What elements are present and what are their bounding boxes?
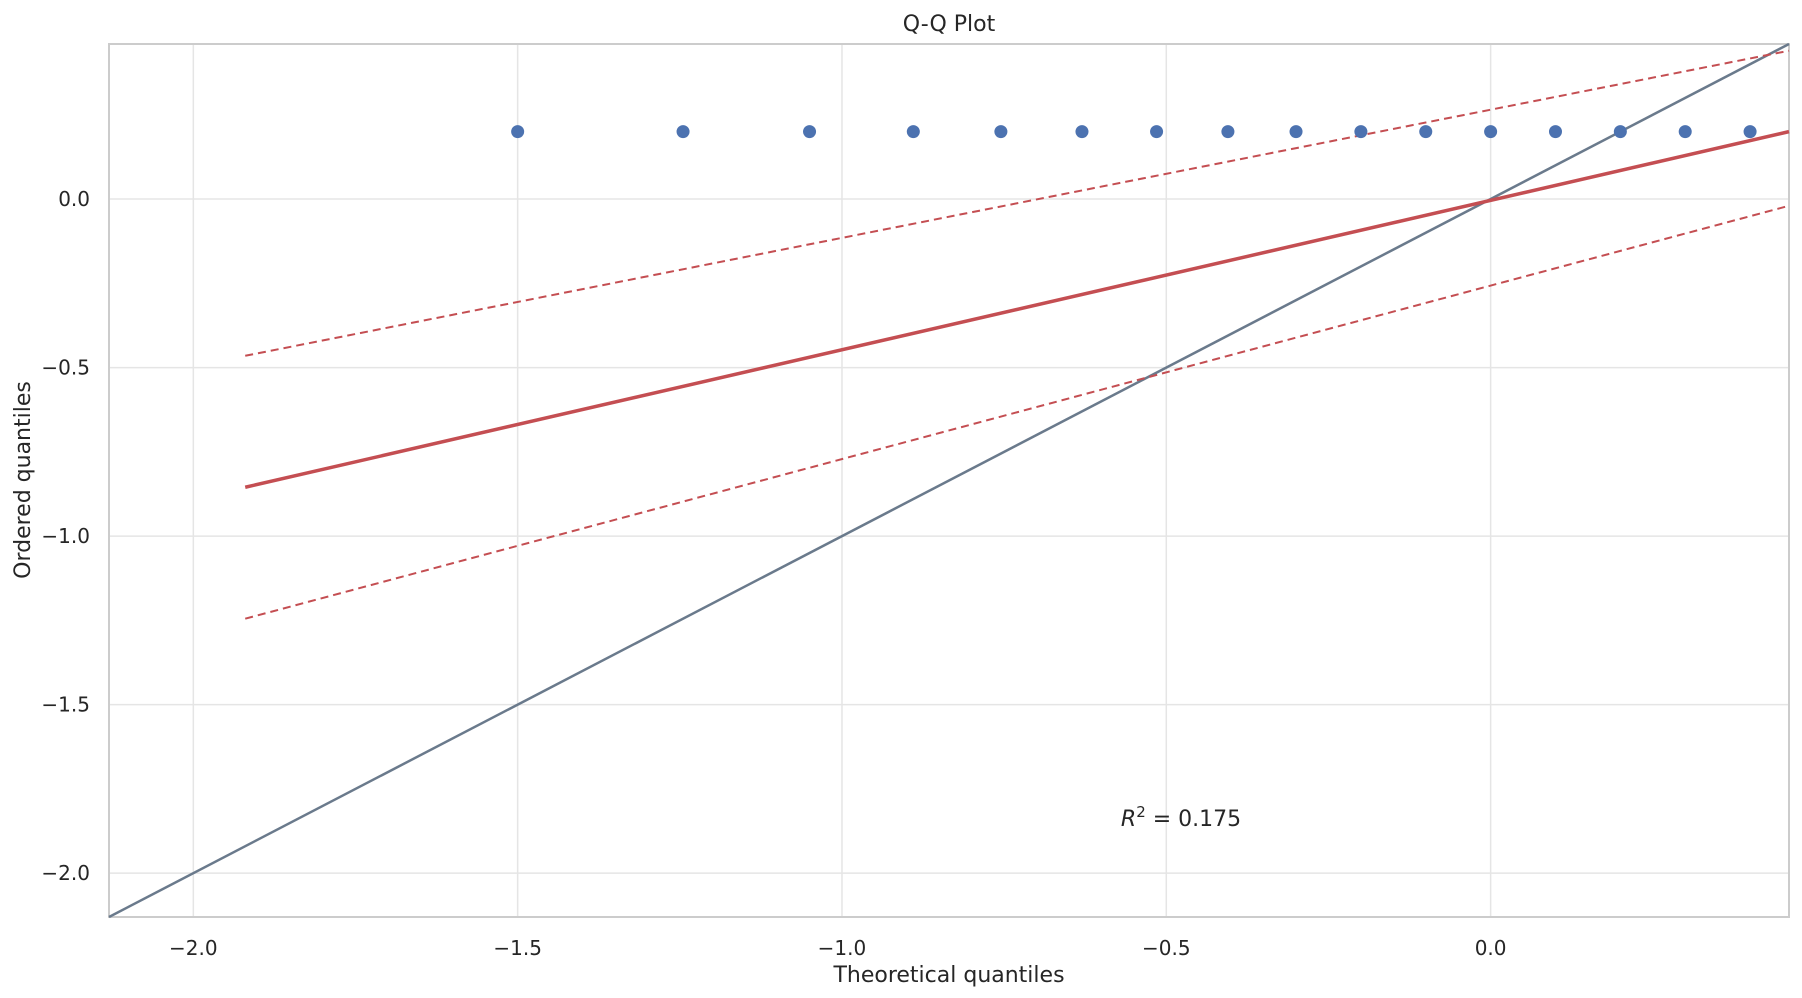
regression-fit-line <box>244 129 1790 489</box>
data-point <box>1613 125 1627 139</box>
data-point <box>1150 125 1164 139</box>
x-tick-label: −0.5 <box>1142 936 1191 960</box>
data-point <box>803 125 817 139</box>
x-axis-title: Theoretical quantiles <box>832 963 1064 988</box>
data-point <box>1484 125 1498 139</box>
x-tick-label: 0.0 <box>1475 936 1507 960</box>
reference-line <box>108 42 1790 919</box>
y-axis-title: Ordered quantiles <box>11 381 36 579</box>
data-point <box>1354 125 1368 139</box>
r-squared-value: = 0.175 <box>1146 807 1241 832</box>
x-tick-label: −2.0 <box>169 936 218 960</box>
data-point <box>676 125 690 139</box>
points-layer <box>511 125 1757 139</box>
data-point <box>1075 125 1089 139</box>
y-tick-label: −0.5 <box>41 356 90 380</box>
x-tick-label: −1.0 <box>818 936 867 960</box>
y-tick-label: −1.0 <box>41 524 90 548</box>
data-point <box>511 125 525 139</box>
data-point <box>994 125 1008 139</box>
data-point <box>1743 125 1757 139</box>
lines-layer <box>108 42 1790 919</box>
data-point <box>1548 125 1562 139</box>
data-point <box>1419 125 1433 139</box>
y-tick-labels: −2.0 −1.5 −1.0 −0.5 0.0 <box>41 187 90 885</box>
grid <box>109 44 1789 917</box>
data-point <box>1289 125 1303 139</box>
data-point <box>1678 125 1692 139</box>
data-point <box>906 125 920 139</box>
chart-title: Q-Q Plot <box>903 12 996 37</box>
r-squared-exponent: 2 <box>1136 803 1146 821</box>
lower-confidence-band <box>244 204 1790 620</box>
y-tick-label: 0.0 <box>58 187 90 211</box>
y-tick-label: −2.0 <box>41 861 90 885</box>
x-tick-labels: −2.0 −1.5 −1.0 −0.5 0.0 <box>169 936 1506 960</box>
r-squared-symbol: R <box>1121 807 1136 832</box>
x-tick-label: −1.5 <box>493 936 542 960</box>
r-squared-annotation: R2 = 0.175 <box>1121 803 1241 832</box>
upper-confidence-band <box>245 49 1790 357</box>
plot-area-frame <box>108 43 1790 918</box>
data-point <box>1221 125 1235 139</box>
y-tick-label: −1.5 <box>41 693 90 717</box>
